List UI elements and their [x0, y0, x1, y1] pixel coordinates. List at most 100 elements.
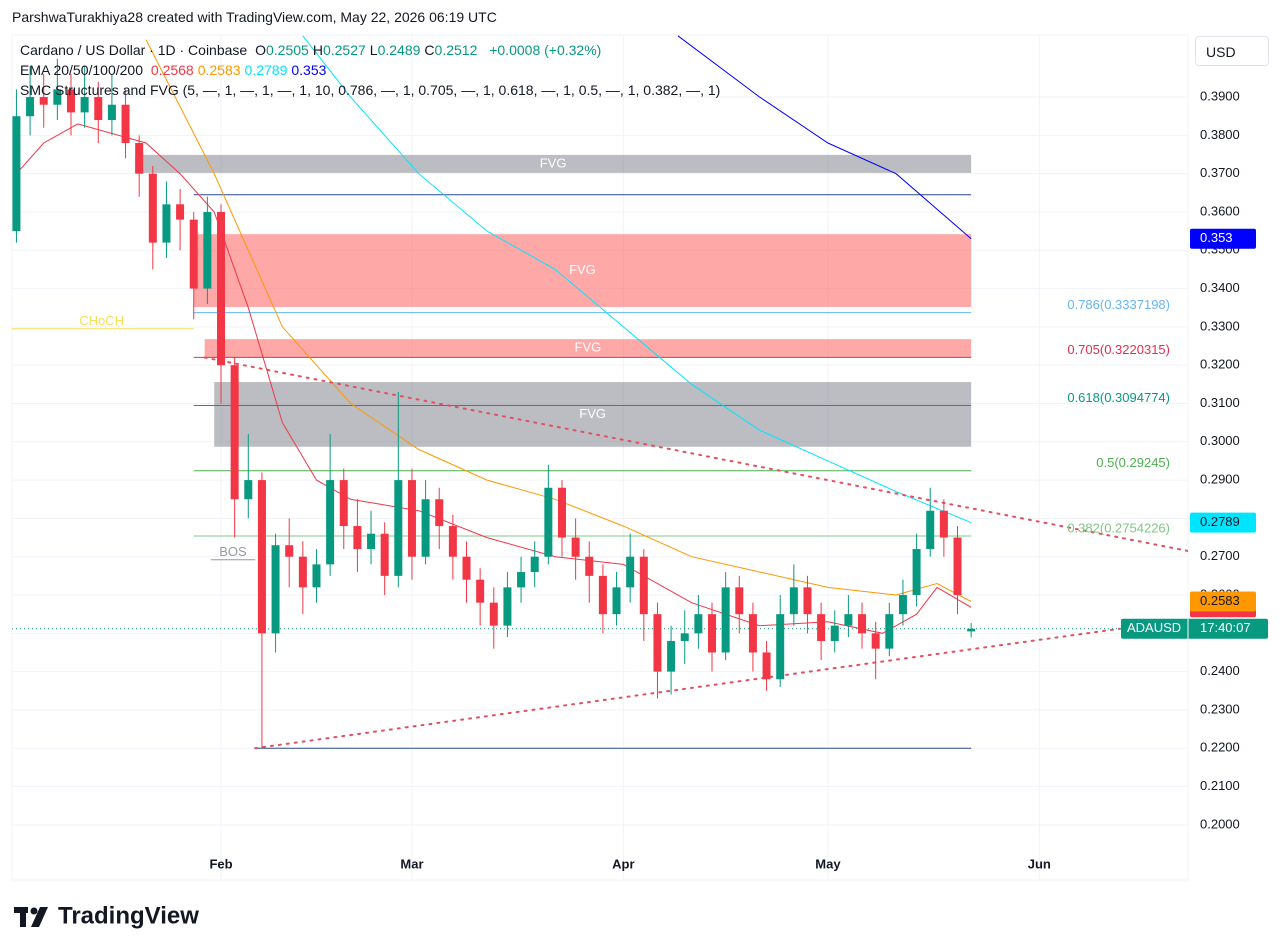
- candle-body: [680, 633, 689, 641]
- overlay-layer: 0.20000.21000.22000.23000.24000.25000.26…: [209, 88, 1268, 871]
- candle-body: [39, 97, 48, 105]
- candle-body: [694, 614, 703, 634]
- candle-body: [353, 526, 362, 550]
- fib-label: 0.382(0.2754226): [1067, 520, 1170, 535]
- ohlc-key: H: [312, 42, 323, 58]
- candle-body: [26, 97, 35, 117]
- candle-body: [626, 556, 635, 588]
- ohlc-value: 0.2505: [266, 42, 309, 58]
- candle-body: [544, 487, 553, 557]
- candle-body: [708, 614, 717, 653]
- indicator-label: EMA 20/50/100/200: [20, 62, 143, 78]
- candle-body: [721, 587, 730, 653]
- ema-value: 0.353: [291, 62, 327, 78]
- last-value-label: 0.2789: [1200, 514, 1240, 529]
- x-tick-label: May: [815, 856, 841, 871]
- candle-body: [312, 564, 321, 588]
- ema-line: [677, 35, 972, 240]
- candle-body: [653, 614, 662, 672]
- last-value-label: 0.2583: [1200, 593, 1240, 608]
- y-tick-label: 0.2100: [1200, 778, 1240, 793]
- y-tick-label: 0.2200: [1200, 740, 1240, 755]
- candle-body: [380, 533, 389, 576]
- structure-label: CHoCH: [79, 313, 124, 328]
- candle-body: [926, 510, 935, 550]
- y-tick-label: 0.3300: [1200, 318, 1240, 333]
- y-tick-label: 0.2700: [1200, 548, 1240, 563]
- candle-body: [339, 480, 348, 527]
- candle-body: [898, 595, 907, 615]
- trendline: [254, 627, 1121, 750]
- symbol-title: Cardano / US Dollar · 1D · Coinbase: [20, 42, 248, 58]
- candle-body: [217, 211, 226, 366]
- fvg-zone: [204, 339, 972, 358]
- ema-legend: EMA 20/50/100/200 0.2568 0.2583 0.2789 0.35…: [20, 62, 330, 78]
- candle-body: [298, 556, 307, 588]
- candle-body: [176, 204, 185, 220]
- candle-body: [107, 104, 116, 121]
- candle-body: [80, 97, 89, 113]
- candle-body: [407, 480, 416, 557]
- fvg-label: FVG: [579, 406, 606, 421]
- y-tick-label: 0.3000: [1200, 433, 1240, 448]
- trendline: [203, 356, 1188, 552]
- candle-body: [530, 556, 539, 573]
- candle-body: [789, 587, 798, 615]
- candle-body: [285, 545, 294, 557]
- candle-body: [135, 143, 144, 174]
- candle-body: [667, 640, 676, 672]
- candle-body: [885, 614, 894, 649]
- y-tick-label: 0.2000: [1200, 816, 1240, 831]
- candle-body: [503, 587, 512, 626]
- symbol-label: ADAUSD: [1127, 620, 1181, 635]
- candle-body: [571, 537, 580, 557]
- candle-body: [858, 614, 867, 634]
- candle-body: [448, 526, 457, 557]
- fib-label: 0.618(0.3094774): [1067, 390, 1170, 405]
- y-tick-label: 0.3700: [1200, 165, 1240, 180]
- candle-body: [230, 365, 239, 500]
- ohlc-key: L: [369, 42, 378, 58]
- x-tick-label: Feb: [209, 856, 232, 871]
- change: +0.0008 (+0.32%): [489, 42, 602, 58]
- candle-body: [66, 89, 75, 113]
- fvg-zone: [214, 382, 972, 447]
- currency-button[interactable]: USD: [1195, 36, 1269, 66]
- candle-body: [121, 104, 130, 144]
- fvg-label: FVG: [575, 340, 602, 355]
- price-badge: [1121, 618, 1268, 639]
- logo: [14, 907, 48, 927]
- y-tick-label: 0.3600: [1200, 203, 1240, 218]
- x-tick-label: Apr: [612, 856, 634, 871]
- ohlc: O0.2505 H0.2527 L0.2489 C0.2512: [255, 42, 481, 58]
- smc-legend: SMC Structures and FVG (5, —, 1, —, 1, —…: [20, 82, 724, 98]
- last-value-badge: [1190, 512, 1256, 533]
- ohlc-key: C: [424, 42, 435, 58]
- ema-value: 0.2583: [197, 62, 241, 78]
- fvg-label: FVG: [569, 262, 596, 277]
- ohlc-key: O: [255, 42, 266, 58]
- y-tick-label: 0.3100: [1200, 395, 1240, 410]
- candle-body: [271, 545, 280, 634]
- ohlc-value: 0.2527: [322, 42, 366, 58]
- last-value-badge: [1190, 228, 1256, 249]
- y-tick-label: 0.3900: [1200, 88, 1240, 103]
- candle-body: [189, 219, 198, 289]
- ema-line: [302, 35, 972, 524]
- y-tick-label: 0.3800: [1200, 127, 1240, 142]
- candle-body: [585, 556, 594, 576]
- y-tick-label: 0.2900: [1200, 472, 1240, 487]
- ohlc-value: 0.2512: [434, 42, 478, 58]
- candle-body: [489, 602, 498, 626]
- candle-body: [612, 587, 621, 615]
- y-tick-label: 0.3400: [1200, 280, 1240, 295]
- candle-body: [12, 116, 21, 232]
- fib-label: 0.786(0.3337198): [1067, 297, 1170, 312]
- last-value-label: 0.353: [1200, 230, 1233, 245]
- credit: ParshwaTurakhiya28 created with TradingV…: [12, 9, 497, 25]
- candle-body: [939, 510, 948, 538]
- candle-body: [462, 556, 471, 580]
- candle-body: [953, 537, 962, 596]
- plot-layer: FVG FVG FVG FVG CHoCH BOS: [12, 35, 1188, 880]
